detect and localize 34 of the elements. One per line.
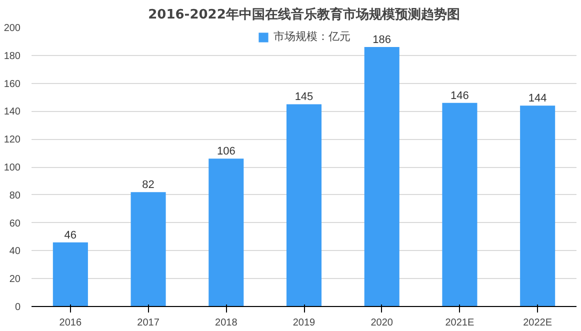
y-tick-label: 140	[4, 106, 21, 118]
bar	[208, 158, 244, 306]
x-tick-label: 2019	[292, 318, 316, 328]
x-tick-label: 2020	[370, 318, 394, 328]
data-label: 186	[372, 34, 392, 46]
x-tick-label: 2018	[215, 318, 238, 328]
data-label: 106	[216, 146, 236, 158]
x-tick-label: 2016	[59, 318, 82, 328]
data-label: 146	[450, 90, 469, 102]
bar	[52, 242, 88, 306]
bar	[286, 104, 322, 306]
x-tick-label: 2021E	[445, 318, 474, 328]
bar	[520, 106, 556, 306]
y-tick-label: 180	[4, 50, 21, 62]
bar	[364, 47, 400, 306]
y-tick-label: 120	[4, 134, 21, 146]
chart-title: 2016-2022年中国在线音乐教育市场规模预测趋势图	[148, 6, 460, 22]
data-label: 144	[528, 92, 547, 105]
data-label: 145	[294, 91, 314, 104]
data-label: 46	[64, 229, 77, 242]
x-tick-label: 2022E	[523, 318, 552, 328]
bar	[130, 192, 166, 306]
y-tick-label: 160	[4, 78, 21, 90]
y-tick-label: 20	[9, 274, 21, 286]
y-tick-label: 100	[4, 162, 21, 174]
y-tick-label: 200	[4, 23, 21, 34]
data-label: 82	[142, 179, 154, 192]
y-tick-label: 0	[14, 302, 21, 313]
bar	[442, 102, 478, 306]
y-tick-label: 60	[9, 218, 21, 230]
y-tick-label: 40	[9, 246, 21, 258]
x-tick-label: 2017	[137, 318, 160, 328]
legend-label: 市场规模：亿元	[274, 30, 350, 44]
y-tick-label: 80	[9, 190, 21, 202]
